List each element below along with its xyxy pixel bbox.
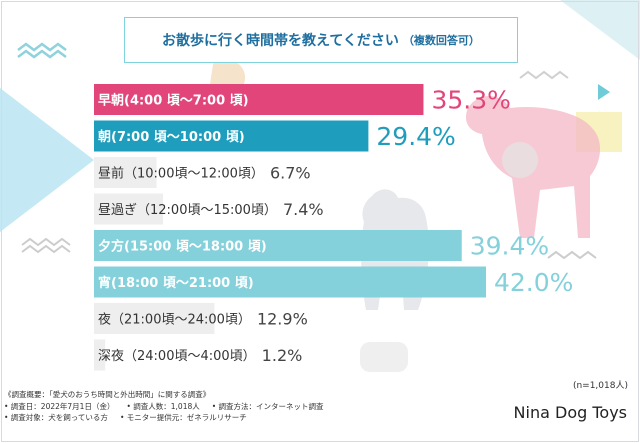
survey-provider: • モニター提供元：ゼネラルリサーチ [119, 413, 247, 422]
zigzag-shape [17, 42, 67, 52]
value-label-4: 7.4% [283, 200, 324, 219]
bar-4 [94, 193, 164, 225]
bar-1 [94, 84, 424, 115]
sample-size-label: (n=1,018人) [572, 381, 628, 391]
brand-logo-text: Nina Dog Toys [513, 403, 627, 422]
left-wedge-shape [0, 88, 94, 232]
value-label-3: 6.7% [270, 164, 311, 183]
bar-5 [94, 230, 462, 261]
category-label-2: 朝(7:00 頃〜10:00 頃) [98, 129, 245, 145]
category-label-3: 昼前（10:00頃〜12:00頃） [98, 166, 264, 182]
dot-pattern-shape [502, 142, 538, 178]
corner-triangle-shape [560, 0, 640, 60]
value-label-6: 42.0% [494, 268, 573, 297]
value-label-7: 12.9% [257, 310, 308, 329]
category-label-7: 夜（21:00頃〜24:00頃） [98, 313, 251, 328]
survey-target: • 調査対象：犬を飼っている方 [4, 413, 108, 422]
survey-overview-heading: 《調査概要：「愛犬のおうち時間と外出時間」に関する調査》 [4, 390, 211, 399]
value-label-5: 39.4% [470, 232, 549, 261]
bar-2 [94, 120, 369, 152]
bar-8 [94, 339, 106, 371]
zigzag-shape [547, 250, 597, 260]
value-label-2: 29.4% [376, 122, 455, 151]
bar-3 [94, 157, 157, 188]
zigzag-shape [17, 49, 67, 59]
bar-6 [94, 266, 486, 298]
title-main-text: お散歩に行く時間帯を教えてください [162, 33, 399, 49]
category-label-6: 宵(18:00 頃〜21:00 頃) [98, 275, 254, 291]
small-triangle-shape [598, 84, 610, 100]
zigzag-shape [519, 70, 569, 80]
survey-method: • 調査方法：インターネット調査 [211, 401, 324, 411]
value-label-8: 1.2% [262, 346, 303, 365]
survey-date: • 調査日：2022年7月1日（金） [4, 401, 115, 411]
grey-block-shape [360, 342, 408, 372]
dog-ear-shape [210, 57, 246, 84]
survey-overview: 《調査概要：「愛犬のおうち時間と外出時間」に関する調査》 • 調査日：2022年… [4, 389, 474, 424]
zigzag-shape [21, 244, 71, 254]
bar-7 [94, 303, 215, 334]
value-label-1: 35.3% [431, 86, 510, 115]
title-note-text: （複数回答可） [402, 34, 480, 47]
category-label-4: 昼過ぎ（12:00頃〜15:00頃） [98, 203, 277, 218]
survey-respondents: • 調査人数：1,018人 [126, 401, 200, 411]
category-label-1: 早朝(4:00 頃〜7:00 頃) [98, 93, 249, 109]
category-label-8: 深夜（24:00頃〜4:00頃） [98, 349, 256, 364]
category-label-5: 夕方(15:00 頃〜18:00 頃) [98, 239, 267, 255]
chart-title: お散歩に行く時間帯を教えてください （複数回答可） [124, 17, 518, 63]
zigzag-shape [21, 237, 71, 247]
